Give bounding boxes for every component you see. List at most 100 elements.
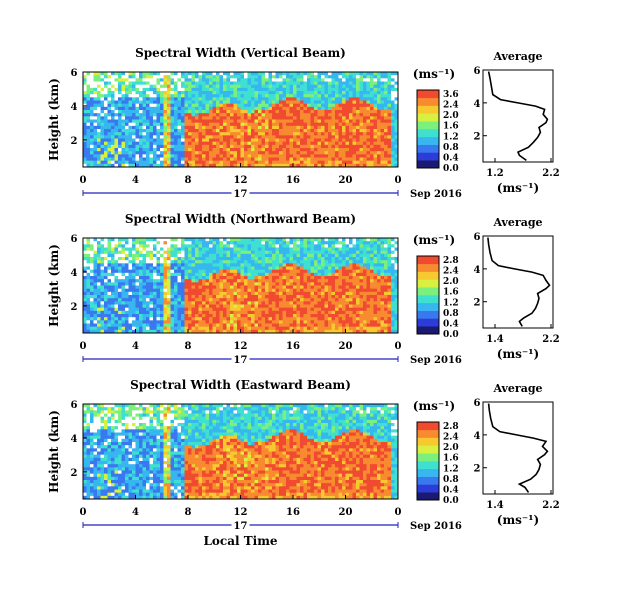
heatmap-cell xyxy=(317,272,322,277)
heatmap-cell xyxy=(370,100,374,105)
heatmap-cell xyxy=(107,307,112,312)
heatmap-cell xyxy=(237,100,241,105)
heatmap-cell xyxy=(191,157,196,162)
heatmap-cell xyxy=(170,116,175,120)
heatmap-cell xyxy=(230,116,234,120)
heatmap-cell xyxy=(310,110,315,114)
heatmap-cell xyxy=(328,100,332,105)
heatmap-cell xyxy=(181,125,185,130)
heatmap-cell xyxy=(121,247,126,252)
heatmap-cell xyxy=(167,106,171,111)
heatmap-cell xyxy=(170,269,175,274)
heatmap-cell xyxy=(331,129,336,133)
heatmap-cell xyxy=(240,285,245,290)
heatmap-cell xyxy=(300,288,304,293)
heatmap-cell xyxy=(174,103,178,108)
heatmap-cell xyxy=(314,279,318,283)
heatmap-cell xyxy=(356,84,360,89)
heatmap-cell xyxy=(202,151,206,155)
heatmap-cell xyxy=(300,307,304,312)
heatmap-cell xyxy=(258,269,262,274)
heatmap-cell xyxy=(391,110,395,114)
heatmap-cell xyxy=(226,317,231,321)
heatmap-cell xyxy=(114,307,119,312)
heatmap-cell xyxy=(216,298,220,302)
heatmap-cell xyxy=(272,266,276,271)
heatmap-cell xyxy=(258,78,262,82)
heatmap-cell xyxy=(104,154,108,158)
heatmap-cell xyxy=(268,125,273,130)
heatmap-cell xyxy=(296,97,301,101)
heatmap-cell xyxy=(198,257,203,261)
heatmap-cell xyxy=(118,144,122,149)
heatmap-cell xyxy=(272,282,276,286)
heatmap-cell xyxy=(177,257,182,261)
heatmap-cell xyxy=(380,81,385,86)
heatmap-cell xyxy=(163,135,168,139)
heatmap-cell xyxy=(97,144,101,149)
heatmap-cell xyxy=(373,84,378,89)
heatmap-cell xyxy=(338,317,343,321)
heatmap-cell xyxy=(86,304,91,309)
heatmap-cell xyxy=(121,323,126,328)
heatmap-cell xyxy=(212,138,217,143)
heatmap-cell xyxy=(226,100,231,105)
heatmap-cell xyxy=(181,72,185,76)
heatmap-cell xyxy=(90,266,94,271)
heatmap-cell xyxy=(268,100,273,105)
heatmap-cell xyxy=(135,301,140,305)
heatmap-cell xyxy=(240,91,245,95)
heatmap-cell xyxy=(244,317,248,321)
heatmap-cell xyxy=(153,119,157,124)
x-tick-label: 20 xyxy=(339,175,353,186)
heatmap-cell xyxy=(289,260,294,264)
heatmap-cell xyxy=(272,320,276,324)
heatmap-cell xyxy=(303,148,308,152)
heatmap-cell xyxy=(86,329,91,334)
heatmap-cell xyxy=(167,129,171,133)
heatmap-cell xyxy=(114,291,119,296)
heatmap-cell xyxy=(356,78,360,82)
heatmap-cell xyxy=(226,298,231,302)
heatmap-cell xyxy=(331,113,336,117)
heatmap-cell xyxy=(223,144,227,149)
heatmap-cell xyxy=(205,304,210,309)
heatmap-cell xyxy=(293,263,297,267)
heatmap-cell xyxy=(216,116,220,120)
heatmap-cell xyxy=(272,307,276,312)
heatmap-cell xyxy=(296,154,301,158)
heatmap-cell xyxy=(377,135,381,139)
heatmap-cell xyxy=(202,291,206,296)
heatmap-cell xyxy=(191,282,196,286)
heatmap-cell xyxy=(177,238,182,242)
heatmap-cell xyxy=(254,291,259,296)
heatmap-cell xyxy=(216,160,220,165)
heatmap-cell xyxy=(247,119,252,124)
heatmap-cell xyxy=(324,87,329,92)
heatmap-cell xyxy=(181,119,185,124)
heatmap-cell xyxy=(170,317,175,321)
heatmap-cell xyxy=(205,285,210,290)
heatmap-cell xyxy=(296,238,301,242)
heatmap-cell xyxy=(167,110,171,114)
heatmap-cell xyxy=(167,276,171,280)
heatmap-cell xyxy=(149,87,154,92)
heatmap-cell xyxy=(317,257,322,261)
heatmap-cell xyxy=(181,250,185,255)
heatmap-cell xyxy=(258,314,262,318)
heatmap-cell xyxy=(230,298,234,302)
heatmap-cell xyxy=(394,94,399,98)
heatmap-cell xyxy=(202,148,206,152)
heatmap-cell xyxy=(142,106,147,111)
heatmap-cell xyxy=(195,125,199,130)
heatmap-cell xyxy=(121,163,126,168)
heatmap-cell xyxy=(335,266,339,271)
heatmap-cell xyxy=(198,241,203,245)
heatmap-cell xyxy=(279,100,283,105)
heatmap-cell xyxy=(146,241,150,245)
heatmap-cell xyxy=(212,78,217,82)
heatmap-cell xyxy=(181,113,185,117)
heatmap-cell xyxy=(226,282,231,286)
heatmap-cell xyxy=(230,291,234,296)
heatmap-cell xyxy=(132,78,136,82)
